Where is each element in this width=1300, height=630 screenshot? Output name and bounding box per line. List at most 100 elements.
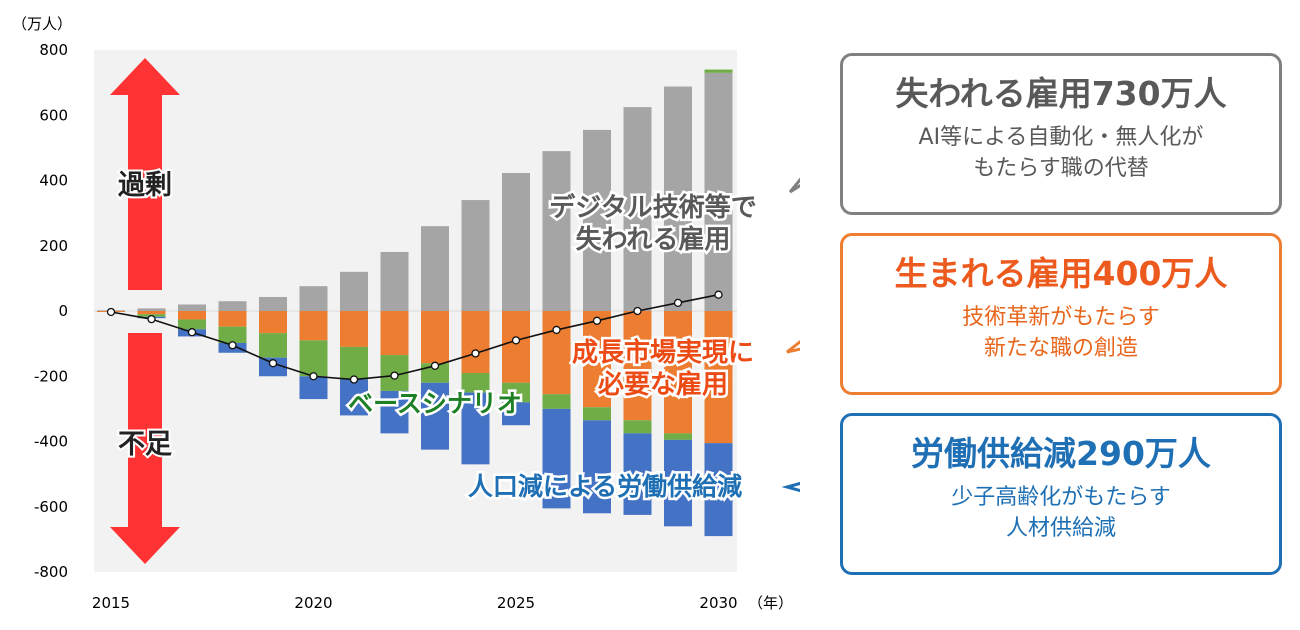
x-tick-label: 2030: [699, 594, 737, 612]
bar-segment: [664, 439, 692, 527]
bar-segment: [421, 226, 449, 311]
bar-segment: [178, 304, 206, 311]
callout-created-sub-1: 技術革新がもたらす: [962, 305, 1160, 330]
bar-segment: [218, 301, 247, 311]
bar-segment: [259, 296, 287, 311]
bar-segment: [380, 311, 409, 356]
y-tick-label: -200: [34, 367, 68, 385]
callout-lost-jobs: 失われる雇用730万人 AI等による自動化・無人化が もたらす職の代替: [840, 53, 1282, 215]
bar-segment: [664, 433, 692, 440]
x-tick-label: 2015: [92, 594, 130, 612]
bar-segment: [178, 311, 206, 320]
base-scenario-point: [228, 341, 237, 350]
bar-segment: [340, 379, 368, 416]
bar-segment: [380, 251, 409, 311]
y-tick-label: 0: [58, 302, 68, 320]
callout-lost-tail: [788, 177, 800, 194]
base-scenario-point: [147, 315, 156, 324]
base-scenario-point: [106, 307, 116, 317]
base-scenario-point: [268, 359, 278, 368]
bar-segment: [542, 394, 571, 409]
base-scenario-point: [552, 325, 561, 335]
x-unit-label: （年）: [748, 594, 793, 612]
bar-segment: [704, 69, 733, 73]
shortage-label: 不足: [118, 429, 172, 460]
bar-segment: [461, 200, 490, 311]
x-tick-label: 2025: [497, 594, 535, 612]
callout-lost-headline: 失われる雇用730万人: [895, 74, 1227, 113]
bar-segment: [299, 286, 328, 311]
bar-segment: [583, 311, 611, 408]
base-scenario-point: [390, 371, 399, 380]
bar-segment: [137, 308, 166, 311]
bar-segment: [502, 311, 530, 383]
bar-segment: [461, 372, 490, 393]
y-tick-label: -400: [34, 433, 68, 451]
callout-created-sub-2: 新たな職の創造: [983, 336, 1138, 361]
digital-lost-label-2: 失われる雇用: [576, 224, 731, 255]
y-unit-label: （万人）: [12, 15, 72, 33]
bar-segment: [299, 311, 328, 341]
bar-segment: [704, 443, 733, 537]
growth-label-1: 成長市場実現に: [572, 337, 754, 368]
bar-segment: [502, 382, 530, 403]
bar-segment: [664, 311, 692, 434]
bar-segment: [502, 172, 530, 311]
callout-labor-supply: 労働供給減290万人 少子高齢化がもたらす 人材供給減: [840, 413, 1282, 575]
y-tick-label: 200: [39, 237, 68, 255]
bar-segment: [218, 326, 247, 343]
base-scenario-point: [471, 349, 480, 358]
bar-segment: [623, 311, 652, 421]
bar-segment: [623, 420, 652, 434]
population-label: 人口減による労働供給減: [468, 472, 742, 501]
callout-created-headline: 生まれる雇用400万人: [894, 254, 1228, 293]
bar-segment: [664, 86, 692, 311]
surplus-arrow: [110, 58, 180, 290]
digital-lost-label-1: デジタル技術等で: [549, 192, 756, 223]
base-scenario-point: [592, 316, 602, 325]
callout-shrink-tail: [781, 481, 800, 493]
bar-segment: [340, 311, 368, 347]
base-scenario-point: [633, 306, 642, 316]
bar-segment: [704, 72, 733, 312]
bar-segment: [542, 311, 571, 395]
employment-chart: 800 600 400 200 0 -200 -400 -600 -800 2015 2020 202…: [12, 15, 800, 612]
bar-segment: [623, 107, 652, 311]
bar-segment: [340, 271, 368, 311]
base-scenario-point: [430, 361, 440, 370]
y-tick-label: -600: [34, 498, 68, 516]
shortage-arrow: [110, 333, 180, 564]
bar-segment: [340, 346, 368, 380]
bar-segment: [623, 433, 652, 515]
bar-segment: [259, 311, 287, 334]
growth-label-2: 必要な雇用: [598, 369, 728, 400]
callout-shrink-sub-2: 人材供給減: [1005, 516, 1116, 541]
bar-segment: [583, 420, 611, 514]
bar-segment: [704, 311, 733, 444]
bar-segment: [421, 311, 449, 364]
bar-segment: [461, 311, 490, 373]
bar-segment: [461, 392, 490, 465]
base-scenario-label: ベースシナリオ: [348, 389, 522, 418]
base-scenario-point: [349, 375, 359, 384]
bar-segment: [137, 311, 166, 315]
callout-created-tail: [786, 339, 800, 354]
y-tick-label: 400: [39, 172, 68, 190]
base-scenario-point: [714, 290, 723, 299]
bar-segment: [259, 333, 287, 358]
bar-segment: [299, 376, 328, 400]
bar-segment: [502, 402, 530, 426]
callout-created-jobs: 生まれる雇用400万人 技術革新がもたらす 新たな職の創造: [840, 233, 1282, 395]
bar-segment: [542, 408, 571, 509]
base-scenario-point: [511, 336, 521, 345]
x-tick-label: 2020: [294, 594, 332, 612]
base-scenario-point: [309, 372, 318, 381]
bar-segment: [380, 390, 409, 434]
bar-segment: [583, 407, 611, 421]
bar-segment: [421, 382, 449, 450]
base-scenario-point: [187, 328, 197, 337]
bar-segment: [542, 151, 571, 311]
base-scenario-line: [110, 293, 719, 381]
callout-shrink-headline: 労働供給減290万人: [911, 434, 1211, 473]
base-scenario-point: [673, 298, 683, 307]
